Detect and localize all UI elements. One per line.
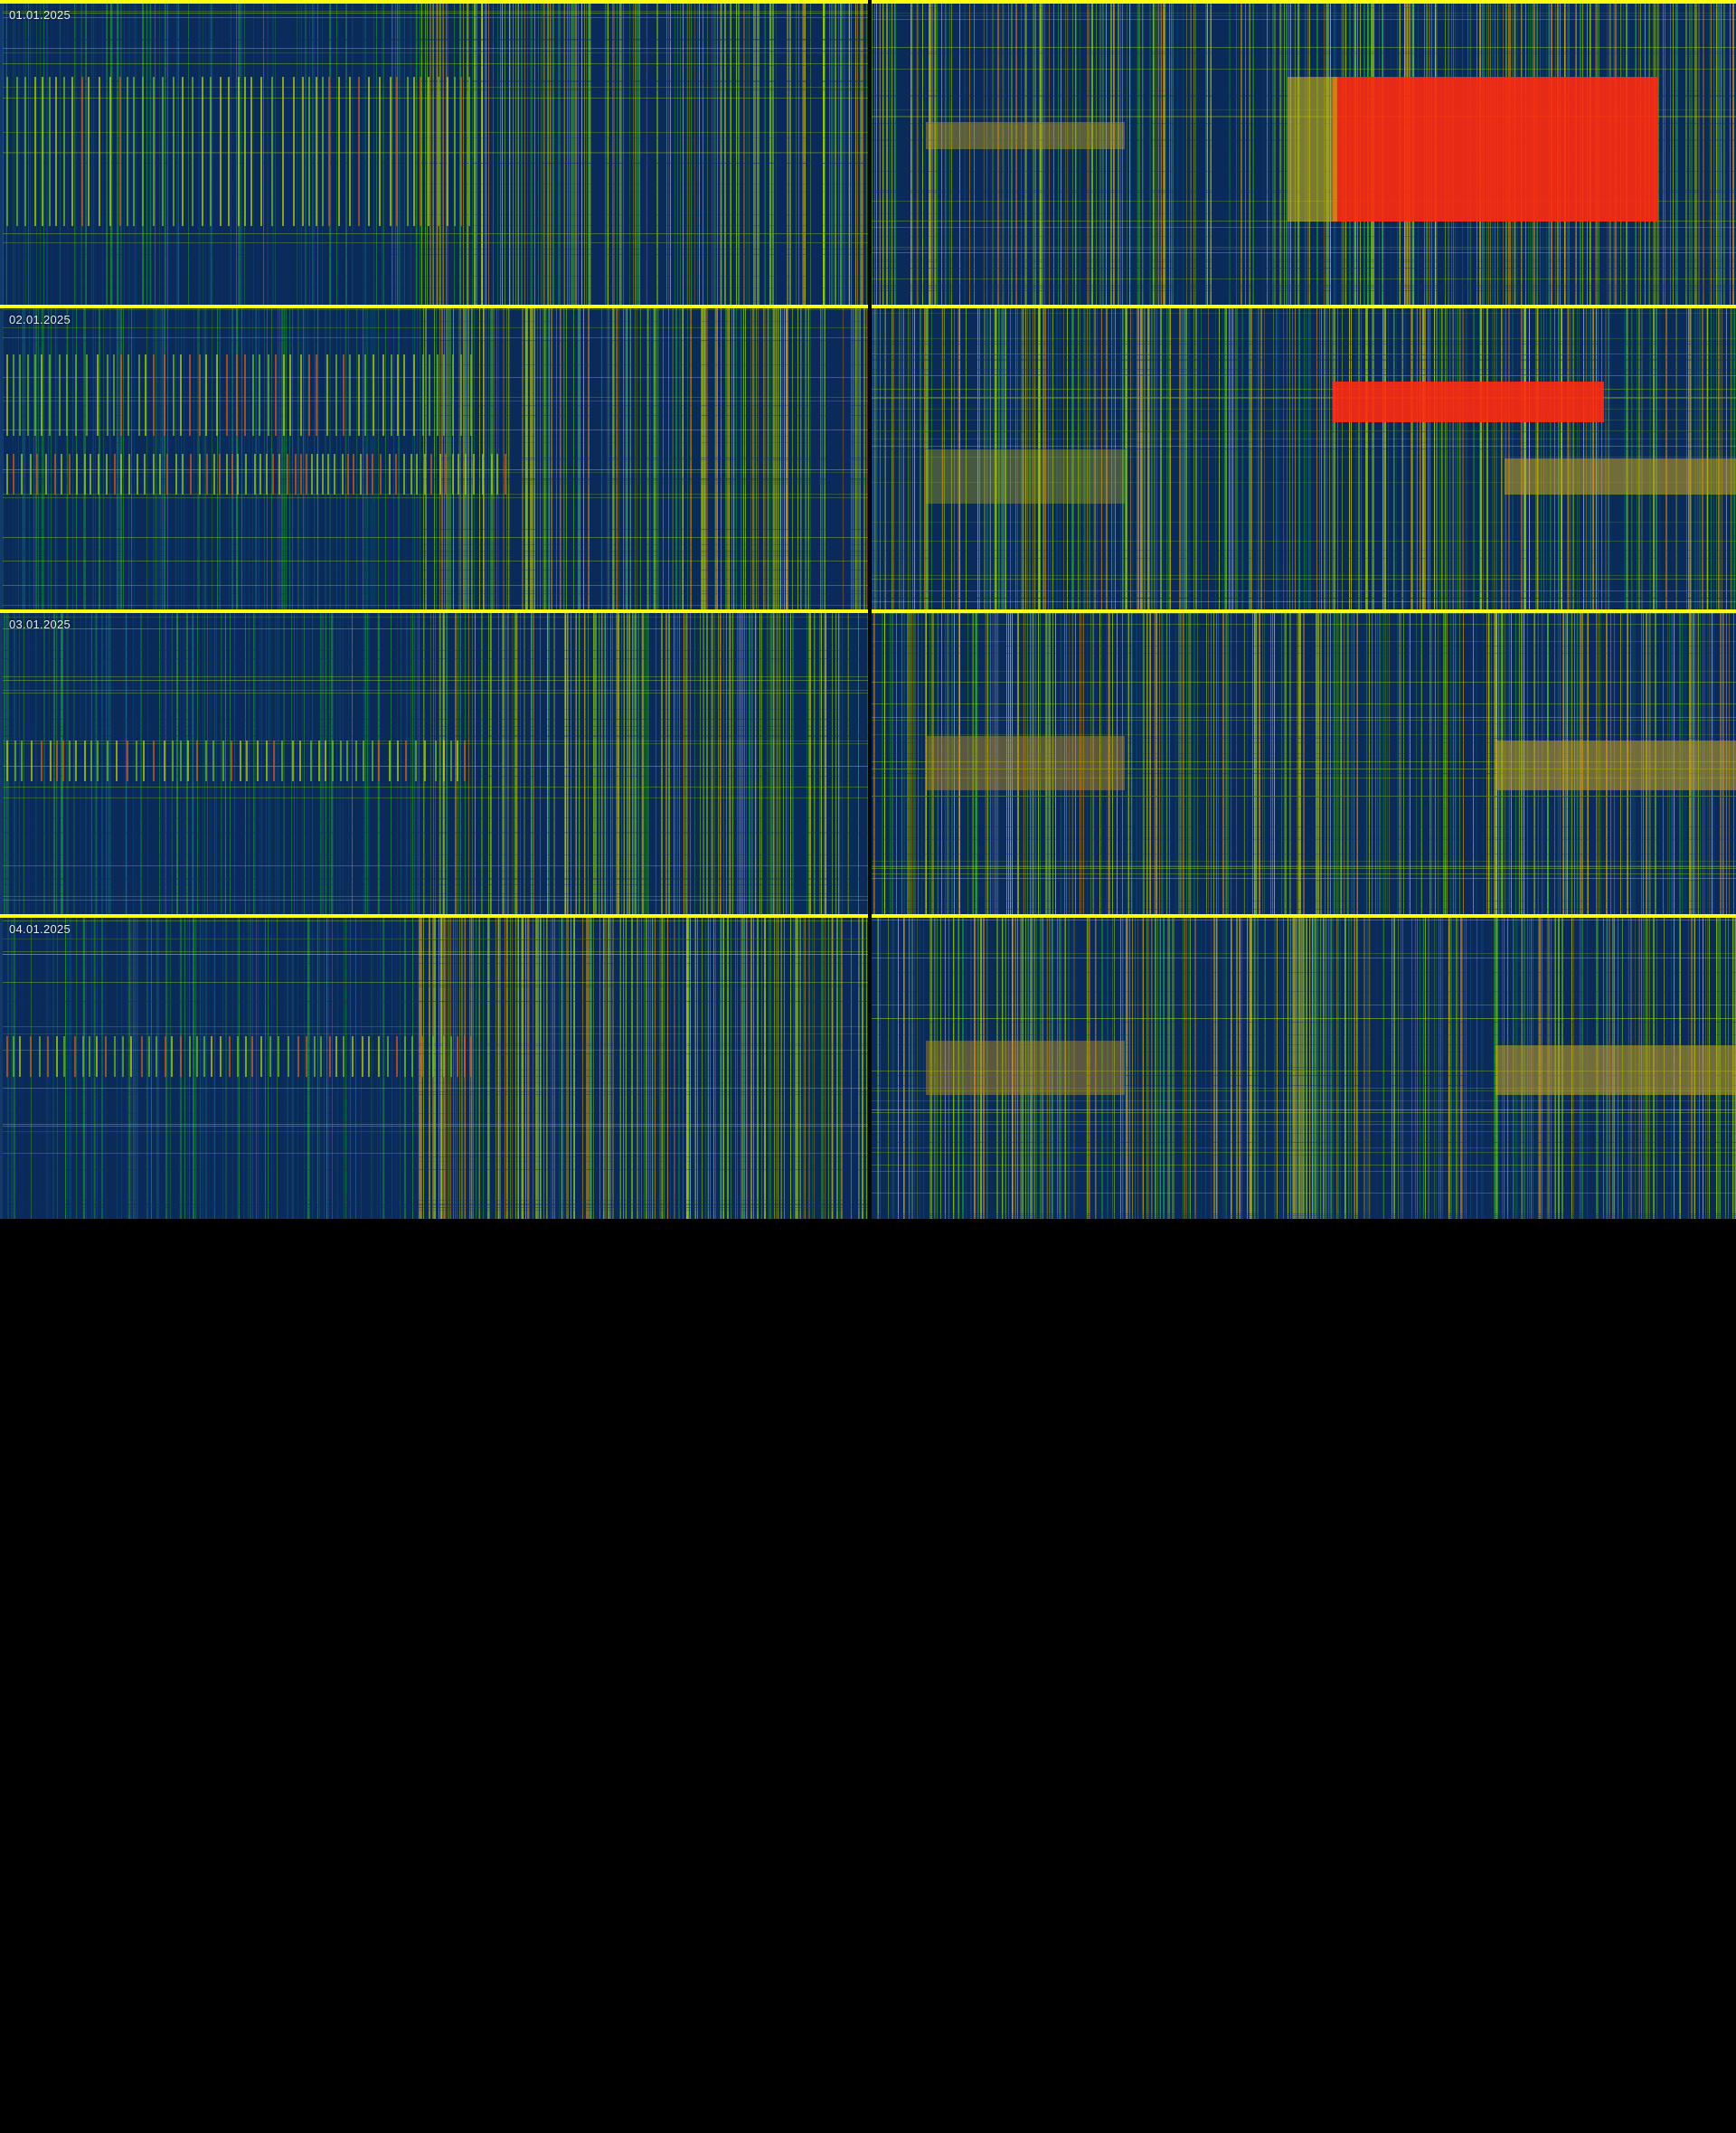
frequency-streaks	[4, 914, 867, 1219]
signal-activity	[6, 77, 470, 226]
signal-activity	[6, 741, 466, 781]
spectrogram-right-pane	[872, 0, 1736, 305]
spectrogram-left-pane	[3, 914, 868, 1219]
pane-divider	[868, 0, 872, 1219]
spectrogram-left-pane	[3, 305, 868, 609]
spectrogram-left-pane	[3, 0, 868, 305]
signal-activity	[926, 1041, 1736, 1095]
empty-area	[0, 1219, 1736, 2133]
frequency-streaks	[3, 305, 867, 609]
date-label: 04.01.2025	[9, 922, 71, 936]
signal-activity	[926, 736, 1736, 790]
date-label: 02.01.2025	[9, 313, 71, 326]
spectrogram-right-pane	[872, 609, 1736, 914]
day-panel-1: 01.01.2025	[0, 0, 1736, 305]
day-panel-2: 02.01.2025	[0, 305, 1736, 609]
signal-activity	[926, 77, 1658, 222]
signal-activity	[926, 382, 1736, 504]
time-bands	[3, 920, 868, 1211]
date-label: 01.01.2025	[9, 8, 71, 22]
spectrogram-waterfall: 01.01.2025 02.01.2025 03.01.2025 04.01.2…	[0, 0, 1736, 1219]
day-panel-4: 04.01.2025	[0, 914, 1736, 1219]
date-label: 03.01.2025	[9, 618, 71, 631]
day-panel-3: 03.01.2025	[0, 609, 1736, 914]
signal-activity	[6, 1036, 472, 1077]
frequency-streaks	[4, 609, 868, 914]
spectrogram-right-pane	[872, 914, 1736, 1219]
time-bands	[872, 307, 1736, 602]
signal-activity	[6, 354, 506, 495]
frequency-streaks	[873, 305, 1735, 609]
spectrogram-left-pane	[3, 609, 868, 914]
time-bands	[3, 307, 868, 606]
spectrogram-background	[3, 305, 868, 609]
spectrogram-right-pane	[872, 305, 1736, 609]
time-bands	[872, 613, 1736, 910]
